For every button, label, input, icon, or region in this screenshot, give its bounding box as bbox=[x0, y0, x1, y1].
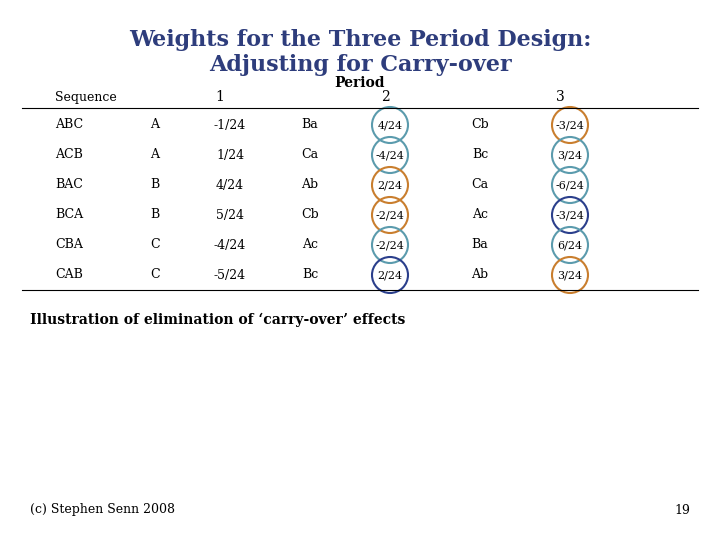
Text: B: B bbox=[150, 208, 160, 221]
Text: A: A bbox=[150, 118, 160, 132]
Text: 3: 3 bbox=[556, 90, 564, 104]
Text: Cb: Cb bbox=[301, 208, 319, 221]
Text: -2/24: -2/24 bbox=[376, 240, 405, 250]
Text: 1: 1 bbox=[215, 90, 225, 104]
Text: 1/24: 1/24 bbox=[216, 148, 244, 161]
Text: Ac: Ac bbox=[302, 239, 318, 252]
Text: C: C bbox=[150, 239, 160, 252]
Text: BCA: BCA bbox=[55, 208, 83, 221]
Text: Weights for the Three Period Design:: Weights for the Three Period Design: bbox=[129, 29, 591, 51]
Text: 19: 19 bbox=[674, 503, 690, 516]
Text: -4/24: -4/24 bbox=[214, 239, 246, 252]
Text: CBA: CBA bbox=[55, 239, 83, 252]
Text: -6/24: -6/24 bbox=[556, 180, 585, 190]
Text: -3/24: -3/24 bbox=[556, 210, 585, 220]
Text: Ab: Ab bbox=[472, 268, 489, 281]
Text: -1/24: -1/24 bbox=[214, 118, 246, 132]
Text: Ac: Ac bbox=[472, 208, 488, 221]
Text: Ca: Ca bbox=[472, 179, 489, 192]
Text: 2: 2 bbox=[381, 90, 390, 104]
Text: -3/24: -3/24 bbox=[556, 120, 585, 130]
Text: Ca: Ca bbox=[302, 148, 318, 161]
Text: 2/24: 2/24 bbox=[377, 270, 402, 280]
Text: -4/24: -4/24 bbox=[376, 150, 405, 160]
Text: 3/24: 3/24 bbox=[557, 270, 582, 280]
Text: 4/24: 4/24 bbox=[377, 120, 402, 130]
Text: ACB: ACB bbox=[55, 148, 83, 161]
Text: Ba: Ba bbox=[472, 239, 488, 252]
Text: 6/24: 6/24 bbox=[557, 240, 582, 250]
Text: CAB: CAB bbox=[55, 268, 83, 281]
Text: Period: Period bbox=[335, 76, 385, 90]
Text: ABC: ABC bbox=[55, 118, 83, 132]
Text: Ba: Ba bbox=[302, 118, 318, 132]
Text: Bc: Bc bbox=[472, 148, 488, 161]
Text: Adjusting for Carry-over: Adjusting for Carry-over bbox=[209, 54, 511, 76]
Text: -5/24: -5/24 bbox=[214, 268, 246, 281]
Text: 5/24: 5/24 bbox=[216, 208, 244, 221]
Text: Bc: Bc bbox=[302, 268, 318, 281]
Text: Ab: Ab bbox=[302, 179, 318, 192]
Text: C: C bbox=[150, 268, 160, 281]
Text: 3/24: 3/24 bbox=[557, 150, 582, 160]
Text: A: A bbox=[150, 148, 160, 161]
Text: B: B bbox=[150, 179, 160, 192]
Text: 4/24: 4/24 bbox=[216, 179, 244, 192]
Text: -2/24: -2/24 bbox=[376, 210, 405, 220]
Text: 2/24: 2/24 bbox=[377, 180, 402, 190]
Text: Cb: Cb bbox=[471, 118, 489, 132]
Text: Illustration of elimination of ‘carry-over’ effects: Illustration of elimination of ‘carry-ov… bbox=[30, 313, 405, 327]
Text: BAC: BAC bbox=[55, 179, 83, 192]
Text: (c) Stephen Senn 2008: (c) Stephen Senn 2008 bbox=[30, 503, 175, 516]
Text: Sequence: Sequence bbox=[55, 91, 117, 104]
